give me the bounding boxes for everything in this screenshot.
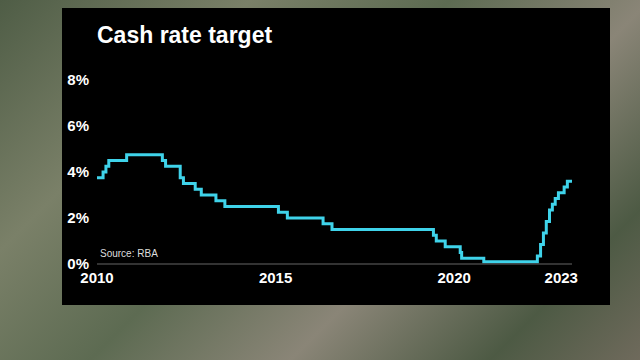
html-text:Cash rate target: Cash rate target [97,22,273,48]
svg-text:2%: 2% [67,209,89,226]
svg-text:2023: 2023 [545,269,578,286]
svg-text:0%: 0% [67,255,89,272]
svg-text:8%: 8% [67,71,89,88]
svg-text:4%: 4% [67,163,89,180]
svg-text:2010: 2010 [80,268,114,286]
svg-text:2020: 2020 [437,269,470,286]
svg-text:6%: 6% [67,117,89,134]
svg-text:2015: 2015 [259,269,292,286]
html-text:Source: RBA: Source: RBA [100,248,158,259]
